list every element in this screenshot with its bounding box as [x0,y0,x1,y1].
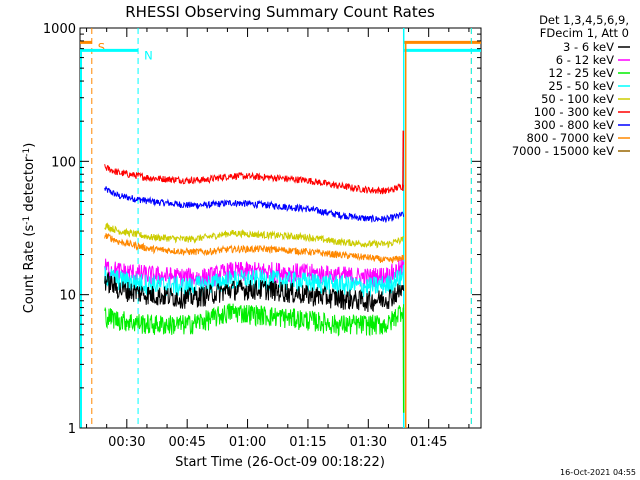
legend-header-line-1: Det 1,3,4,5,6,9, [539,13,629,27]
marker-label-s: S [98,40,105,54]
y-axis-label-sup-1: -1 [22,216,32,225]
legend-entry-label: 25 - 50 keV [548,79,614,93]
ticks-layer: 1 10 100 1000 00:30 00:45 01:00 01:15 01:30 01:45 [43,22,481,450]
marker-layer: SN [80,28,481,428]
legend-entry-label: 300 - 800 keV [534,118,614,132]
legend-entry-label: 50 - 100 keV [541,92,614,106]
series-line-3 [104,266,405,298]
series-line-0 [104,271,405,313]
legend-header-line-2: FDecim 1, Att 0 [540,26,629,40]
legend-entry-label: 7000 - 15000 keV [512,144,614,158]
y-tick-label: 10 [59,289,76,304]
legend: Det 1,3,4,5,6,9, FDecim 1, Att 0 3 - 6 k… [512,13,630,158]
footer-timestamp: 16-Oct-2021 04:55 [560,468,636,477]
y-axis-label-mid: detector [22,156,37,216]
x-tick-label: 01:30 [350,435,387,450]
legend-entry-label: 800 - 7000 keV [526,131,614,145]
y-tick-label: 1000 [43,22,76,37]
series-line-4 [104,222,405,249]
y-tick-label: 1 [68,422,76,437]
marker-label-n: N [144,48,153,62]
y-axis-label-end: ) [22,143,37,148]
series-line-2 [104,303,405,337]
y-axis-label-main: Count Rate (s [22,225,37,314]
x-tick-label: 01:15 [289,435,326,450]
x-tick-label: 01:00 [229,435,266,450]
x-tick-label: 00:30 [108,435,145,450]
x-axis-label: Start Time (26-Oct-09 00:18:22) [175,455,385,470]
chart-title: RHESSI Observing Summary Count Rates [125,3,435,21]
y-tick-label: 100 [51,155,76,170]
legend-entry-label: 3 - 6 keV [563,40,614,54]
y-axis-label-sup-2: -1 [22,148,32,157]
series-line-7 [104,233,405,264]
legend-entry-label: 100 - 300 keV [534,105,614,119]
legend-entry-label: 12 - 25 keV [548,66,614,80]
x-tick-label: 00:45 [168,435,205,450]
legend-entry-label: 6 - 12 keV [556,53,614,67]
series-layer [104,130,405,413]
x-tick-label: 01:45 [410,435,447,450]
y-axis-label: Count Rate (s-1 detector-1) [22,143,37,314]
series-line-6 [104,186,405,223]
series-line-5 [104,164,405,195]
